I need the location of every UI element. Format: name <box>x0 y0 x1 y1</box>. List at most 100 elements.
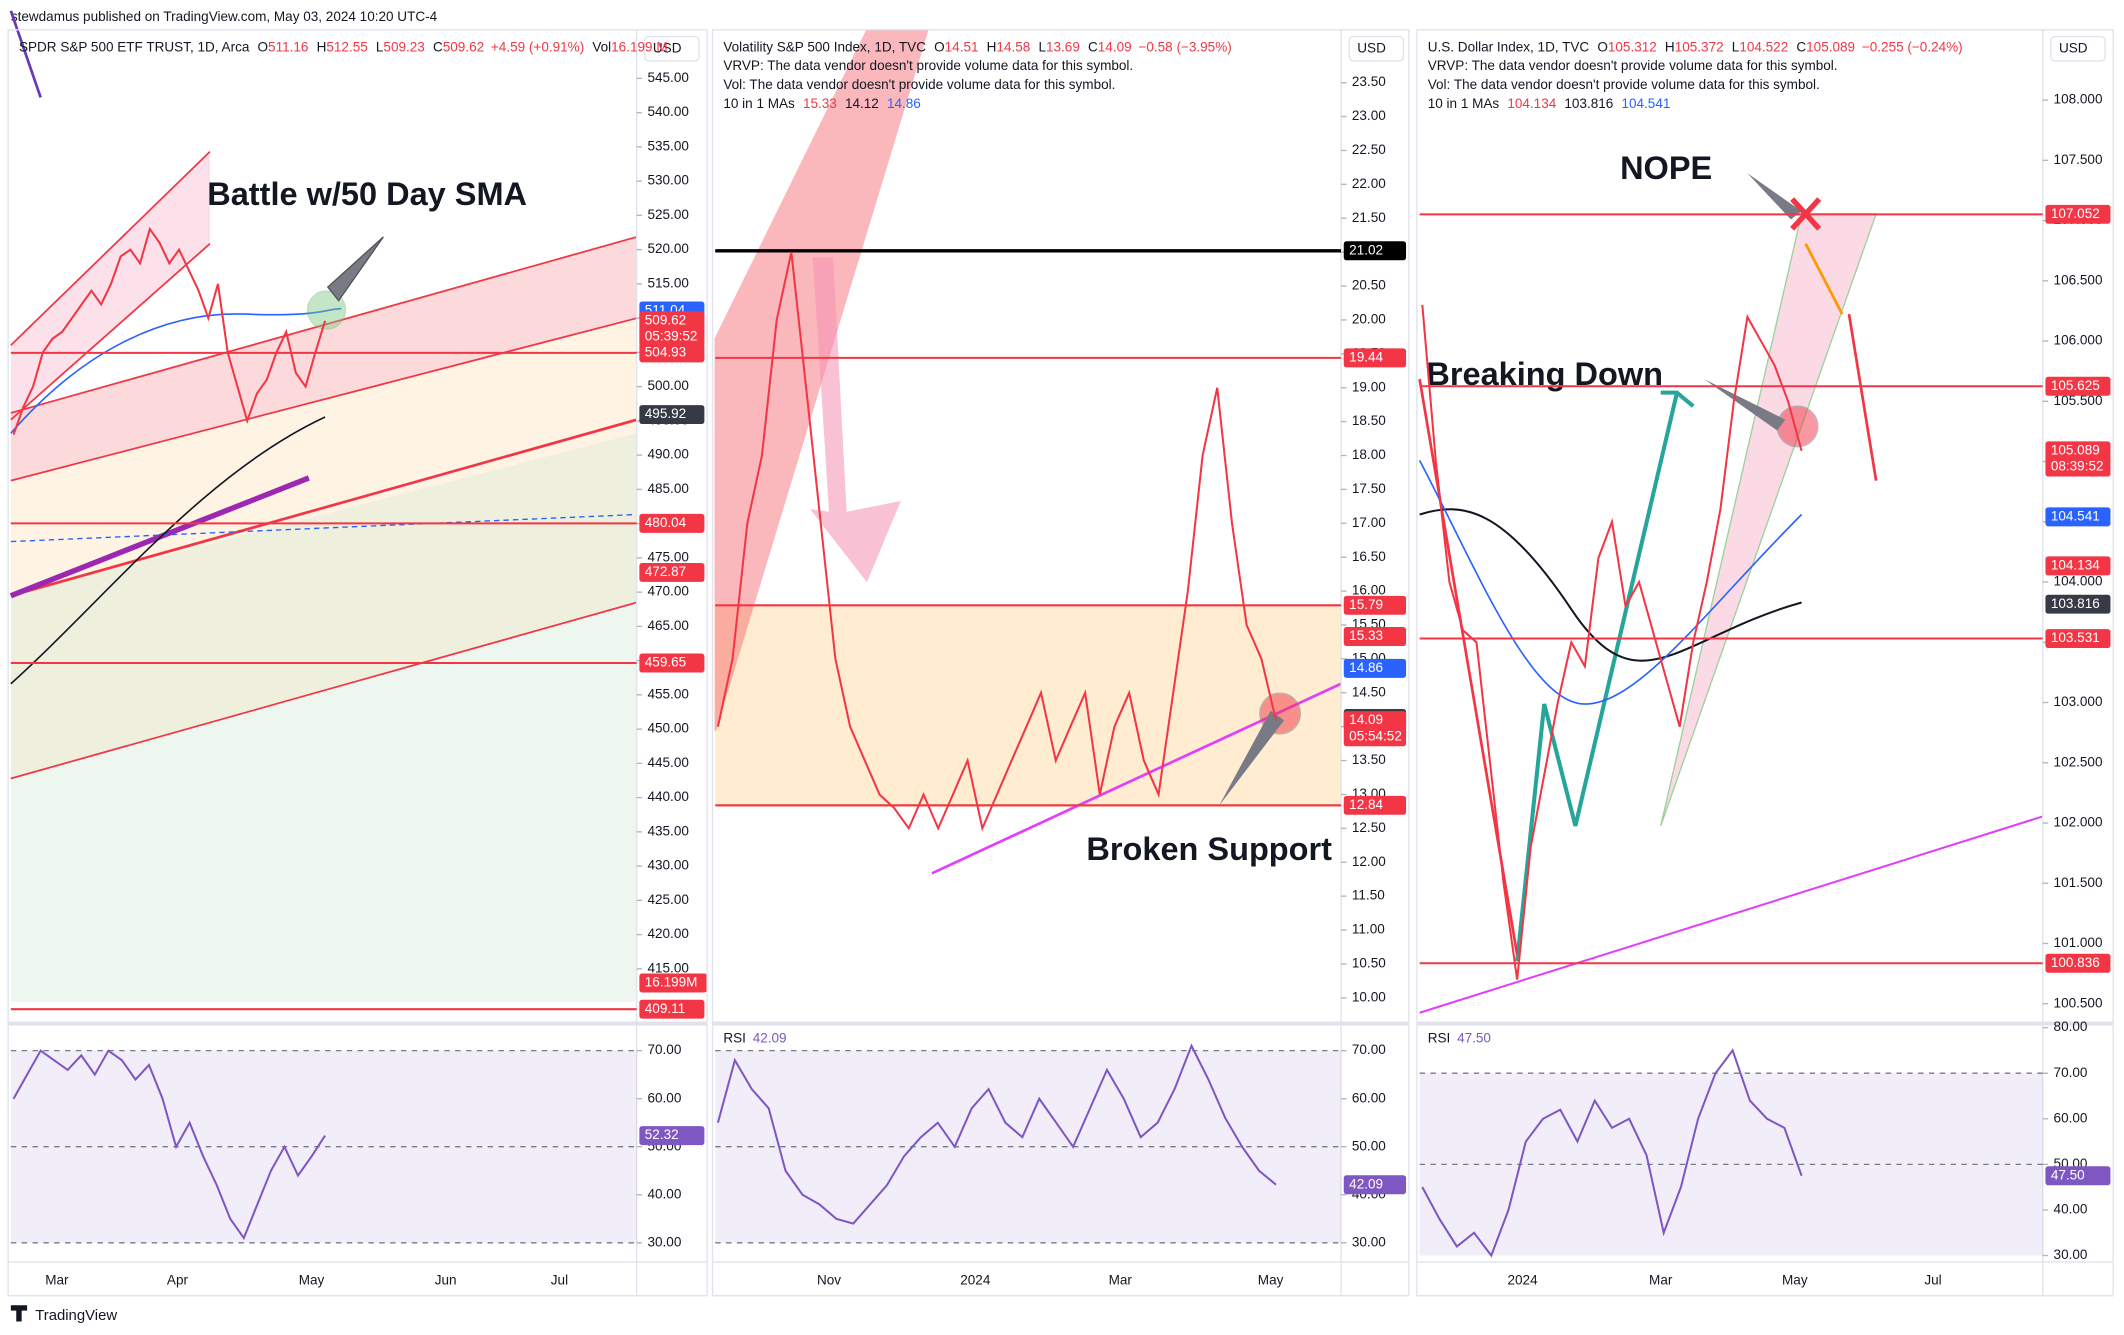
price-tag <box>2045 507 2111 527</box>
y-tick-label: 430.00 <box>647 858 688 873</box>
y-tick-label: 104.000 <box>2054 574 2103 589</box>
y-tick-label: 11.00 <box>1352 922 1385 937</box>
rsi-line <box>716 1043 1277 1225</box>
price-tag-label: 14.09 <box>1349 712 1383 727</box>
rsi-tick-label: 40.00 <box>2054 1202 2088 1217</box>
header-part: C <box>1088 39 1098 54</box>
price-tag-label: 107.052 <box>2051 206 2100 221</box>
rsi-tick-label: 50.00 <box>1352 1138 1386 1153</box>
annotation: Battle w/50 Day SMA <box>207 176 527 212</box>
header-part: −0.255 (−0.24%) <box>1862 39 1963 54</box>
rsi-tick-label: 70.00 <box>2054 1065 2088 1080</box>
y-tick-label: 420.00 <box>647 926 688 941</box>
y-tick-label: 435.00 <box>647 823 688 838</box>
price-tag <box>1343 658 1407 678</box>
y-tick-label: 450.00 <box>647 721 688 736</box>
rsi-tick-label: 40.00 <box>647 1186 681 1201</box>
rsi-header: RSI 47.50 <box>1428 1030 1491 1045</box>
rsi-tick-label: 70.00 <box>1352 1042 1386 1057</box>
y-tick-label: 14.50 <box>1352 684 1386 699</box>
price-tag <box>1343 241 1407 261</box>
chart-header: U.S. Dollar Index, 1D, TVC O105.312 H105.3… <box>1428 39 1963 54</box>
price-tag <box>2045 629 2111 649</box>
header-part: 511.16 <box>268 39 308 54</box>
price-tag <box>1343 711 1407 747</box>
rsi-tick-label: 60.00 <box>1352 1090 1386 1105</box>
header-part: L <box>1038 39 1046 54</box>
price-tag <box>1343 348 1407 368</box>
rsi-tick-label: 30.00 <box>2054 1247 2088 1262</box>
header-part: 105.372 <box>1675 39 1724 54</box>
y-tick-label: 101.000 <box>2054 935 2103 950</box>
currency-box <box>1348 35 1405 62</box>
panel-frame <box>1416 29 2114 1297</box>
header-part: H <box>317 39 327 54</box>
y-tick-label: 100.500 <box>2054 995 2103 1010</box>
price-tag <box>2045 556 2111 576</box>
header-part: 16.199 M <box>611 39 667 54</box>
chart-header: Volatility S&P 500 Index, 1D, TVC O14.51 H… <box>723 39 1231 54</box>
y-tick-label: 17.00 <box>1352 515 1386 530</box>
drawings-1 <box>9 10 638 1002</box>
y-tick-label: 18.00 <box>1352 447 1386 462</box>
currency: USD <box>2059 40 2088 55</box>
y-tick-label: 107.500 <box>2054 152 2103 167</box>
x-tick-label: May <box>1782 1272 1808 1287</box>
price-tag-label: 103.816 <box>2051 596 2100 611</box>
annotation: NOPE <box>1620 150 1712 186</box>
price-tag <box>1343 627 1407 646</box>
y-tick-label: 445.00 <box>647 755 688 770</box>
rsi-tick-label: 60.00 <box>647 1090 681 1105</box>
price-tag-countdown: 05:54:52 <box>1349 728 1402 743</box>
price-tag-label: 509.62 <box>645 312 686 327</box>
y-tick-label: 108.000 <box>2054 92 2103 107</box>
header-part: RSI <box>723 1030 746 1045</box>
header-part: 10 in 1 MAs <box>1428 96 1500 111</box>
price-tag-label: 459.65 <box>645 655 686 670</box>
y-tick-label: 20.00 <box>1352 312 1386 327</box>
header-part: Volatility S&P 500 Index, 1D, TVC <box>723 39 926 54</box>
header-part: 14.86 <box>887 96 921 111</box>
header-note: Vol: The data vendor doesn't provide vol… <box>723 77 1115 92</box>
header-part: 14.58 <box>996 39 1030 54</box>
x-tick-label: Jul <box>551 1272 568 1287</box>
price-tag <box>2045 441 2111 477</box>
drawings-3 <box>1418 173 2044 1014</box>
price-tag-label: 495.92 <box>645 406 686 421</box>
rsi-tick-label: 80.00 <box>2054 1019 2088 1034</box>
currency-box <box>2050 35 2106 62</box>
header-part: H <box>987 39 997 54</box>
header-part: 105.089 <box>1806 39 1855 54</box>
ma-legend: 10 in 1 MAs 104.134 103.816 104.541 <box>1428 96 1671 111</box>
header-part: 105.312 <box>1608 39 1657 54</box>
y-tick-label: 540.00 <box>647 104 688 119</box>
price-tag-label: 409.11 <box>645 1001 685 1016</box>
y-tick-label: 13.50 <box>1352 752 1386 767</box>
header-part: 15.33 <box>803 96 837 111</box>
rsi-tag <box>1343 1175 1407 1195</box>
header-part: 104.134 <box>1507 96 1556 111</box>
chart-header: SPDR S&P 500 ETF TRUST, 1D, Arca O511.16 H… <box>19 39 668 54</box>
price-tag-label: 480.04 <box>645 515 687 530</box>
price-tag-label: 504.93 <box>645 344 686 359</box>
header-part: O <box>934 39 945 54</box>
price-tag <box>639 562 705 582</box>
panel-frame <box>7 29 708 1297</box>
header-part: L <box>376 39 384 54</box>
price-tag-label: 12.84 <box>1349 797 1383 812</box>
brand: TradingView <box>35 1308 117 1324</box>
price-tag-label: 105.089 <box>2051 442 2100 457</box>
y-tick-label: 102.500 <box>2054 754 2103 769</box>
price-tag-label: 103.531 <box>2051 630 2100 645</box>
header-part: O <box>258 39 269 54</box>
x-tick-label: Mar <box>1109 1272 1133 1287</box>
x-tick-label: Apr <box>167 1272 189 1287</box>
header-part: 509.62 <box>443 39 484 54</box>
header-part: 14.51 <box>945 39 979 54</box>
x-tick-label: May <box>299 1272 325 1287</box>
y-tick-label: 11.50 <box>1352 888 1385 903</box>
price-tag-label: 14.86 <box>1349 660 1383 675</box>
header-part: 14.09 <box>1098 39 1132 54</box>
price-tag-countdown: 05:39:52 <box>645 329 698 344</box>
rsi-line <box>12 1049 326 1241</box>
